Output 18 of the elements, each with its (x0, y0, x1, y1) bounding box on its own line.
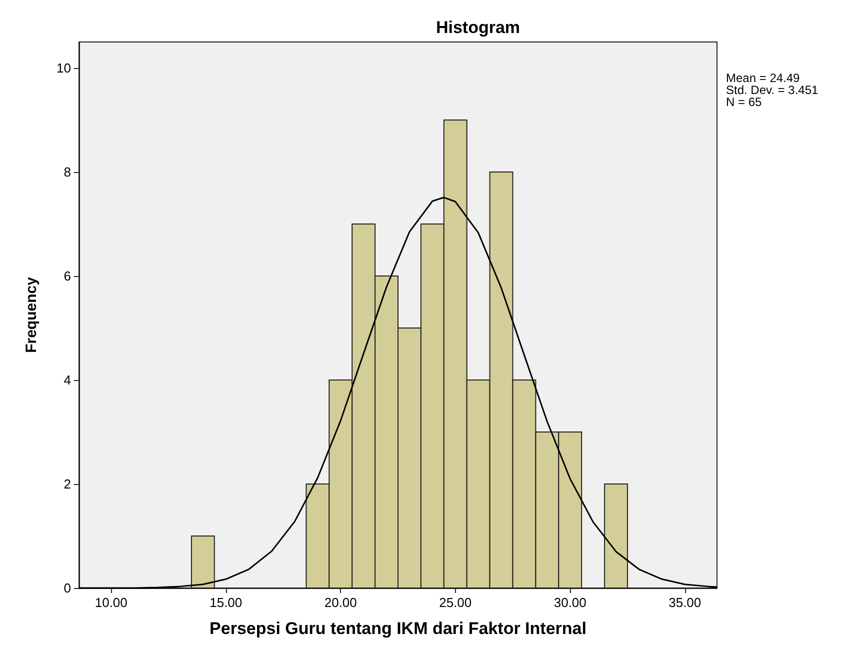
text: N = 65 (726, 95, 762, 109)
text: Std. Dev. = 3.451 (726, 83, 818, 97)
y-tick-label: 6 (64, 268, 71, 284)
y-tick-label: 8 (64, 164, 71, 180)
y-tick-label: 2 (64, 476, 71, 492)
x-tick-label: 35.00 (668, 595, 702, 610)
y-axis-title: Frequency (23, 276, 40, 353)
x-tick-label: 30.00 (554, 595, 586, 610)
x-tick-label: 10.00 (94, 595, 128, 610)
x-axis-title: Persepsi Guru tentang IKM dari Faktor Internal (210, 619, 586, 638)
y-tick-label: 0 (64, 580, 71, 596)
x-tick-label: 25.00 (439, 595, 472, 610)
text: Mean = 24.49 (726, 71, 800, 85)
y-tick-label: 4 (64, 372, 71, 388)
chart-title: Histogram (436, 18, 520, 37)
x-tick-label: 15.00 (210, 595, 242, 610)
x-tick-label: 20.00 (324, 595, 357, 610)
y-tick-label: 10 (56, 60, 71, 76)
